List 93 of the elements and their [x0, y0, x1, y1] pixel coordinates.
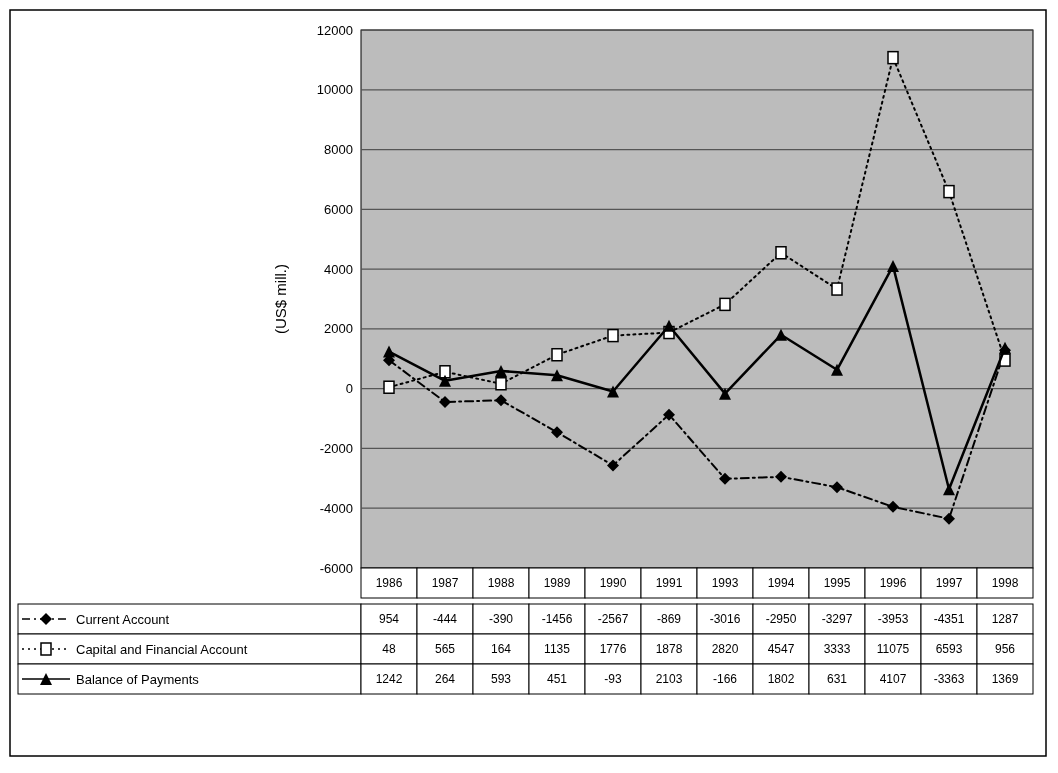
point — [383, 345, 395, 358]
point — [607, 459, 619, 472]
data-label: 593 — [490, 672, 512, 687]
x-tick-label: 1997 — [935, 576, 963, 591]
point — [439, 374, 451, 387]
y-tick-label: 4000 — [324, 261, 353, 277]
x-tick-label: 1988 — [487, 576, 515, 591]
point — [607, 385, 619, 398]
data-label: -3363 — [933, 672, 965, 687]
point — [719, 297, 731, 312]
y-tick-label: 10000 — [316, 82, 353, 98]
y-tick-label: -2000 — [319, 440, 353, 456]
data-label: 1242 — [375, 672, 403, 687]
point — [887, 500, 899, 513]
y-axis-title: (US$ mill.) — [272, 264, 289, 334]
data-label: -2567 — [597, 612, 629, 627]
y-tick-label: 8000 — [324, 142, 353, 158]
point — [551, 347, 563, 362]
data-label: -3016 — [709, 612, 741, 627]
data-label: 4547 — [767, 642, 795, 657]
point — [495, 394, 507, 407]
x-tick-label: 1987 — [431, 576, 459, 591]
x-tick-label: 1993 — [711, 576, 739, 591]
point — [831, 363, 843, 376]
point — [719, 387, 731, 400]
point — [887, 259, 899, 272]
point — [943, 184, 955, 199]
data-label: 954 — [378, 612, 400, 627]
x-tick-label: 1991 — [655, 576, 683, 591]
data-label: -166 — [712, 672, 738, 687]
point — [495, 377, 507, 391]
x-tick-label: 1994 — [767, 576, 795, 591]
data-label: -3953 — [877, 612, 909, 627]
legend-label: Capital and Financial Account — [76, 641, 248, 657]
data-label: -444 — [432, 612, 458, 627]
data-label: 264 — [434, 672, 456, 687]
point — [551, 369, 563, 382]
y-tick-label: 12000 — [316, 22, 353, 38]
data-label: 11075 — [876, 642, 910, 657]
point — [775, 328, 787, 341]
point — [439, 395, 451, 408]
legend-label: Current Account — [76, 611, 170, 627]
data-label: 2820 — [711, 642, 739, 657]
point — [607, 328, 619, 343]
point — [551, 426, 563, 439]
y-tick-label: 0 — [345, 381, 353, 397]
data-label: 2103 — [655, 672, 683, 687]
point — [775, 246, 787, 260]
data-label: -93 — [604, 672, 622, 687]
data-label: 164 — [490, 642, 512, 657]
data-label: 48 — [382, 642, 396, 657]
data-label: -3297 — [821, 612, 853, 627]
data-label: -869 — [656, 612, 682, 627]
x-tick-label: 1995 — [823, 576, 851, 591]
data-label: -2950 — [765, 612, 797, 627]
x-tick-label: 1989 — [543, 576, 571, 591]
data-label: 565 — [434, 642, 456, 657]
point — [887, 50, 899, 65]
point — [663, 408, 675, 421]
y-tick-label: -4000 — [319, 500, 353, 516]
y-tick-label: 6000 — [324, 201, 353, 217]
point — [383, 380, 395, 394]
point — [831, 481, 843, 494]
point — [943, 483, 955, 496]
point — [663, 319, 675, 332]
point — [495, 364, 507, 377]
x-tick-label: 1996 — [879, 576, 907, 591]
data-label: 956 — [994, 642, 1016, 657]
legend-label: Balance of Payments — [76, 671, 200, 687]
point — [831, 282, 843, 296]
data-label: 6593 — [935, 642, 963, 657]
point — [943, 512, 955, 525]
data-label: 4107 — [879, 672, 907, 687]
data-label: -390 — [488, 612, 514, 627]
data-label: 1878 — [655, 642, 683, 657]
data-label: 1135 — [544, 642, 571, 657]
x-tick-label: 1986 — [375, 576, 403, 591]
data-label: 1776 — [599, 642, 627, 657]
point — [775, 470, 787, 483]
data-label: 1287 — [991, 612, 1019, 627]
data-label: 3333 — [823, 642, 851, 657]
data-label: 451 — [546, 672, 568, 687]
data-label: -1456 — [541, 612, 573, 627]
data-label: -4351 — [933, 612, 965, 627]
data-label: 1369 — [991, 672, 1019, 687]
x-tick-label: 1998 — [991, 576, 1019, 591]
y-tick-label: 2000 — [324, 321, 353, 337]
y-tick-label: -6000 — [319, 560, 353, 576]
point — [719, 472, 731, 485]
x-tick-label: 1990 — [599, 576, 627, 591]
data-label: 631 — [826, 672, 848, 687]
data-label: 1802 — [767, 672, 795, 687]
point — [439, 365, 451, 379]
